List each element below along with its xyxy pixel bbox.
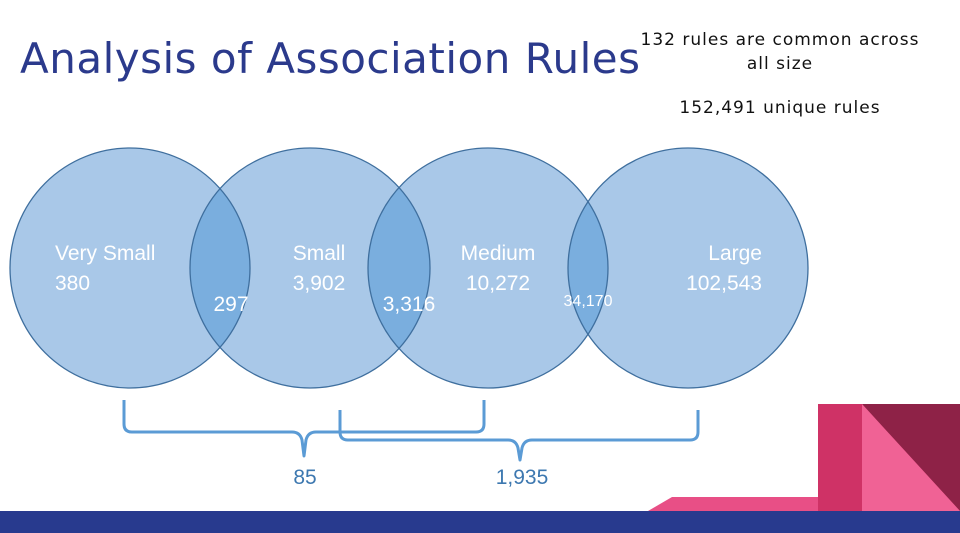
unique-rules-note: 152,491 unique rules bbox=[679, 98, 881, 118]
circle-large bbox=[568, 148, 808, 388]
circle-very-small bbox=[10, 148, 250, 388]
overlap-label-small-medium: 3,316 bbox=[383, 293, 436, 316]
label-medium: Medium bbox=[461, 242, 536, 265]
slide-title: Analysis of Association Rules bbox=[20, 34, 641, 83]
overlap-label-medium-large: 34,170 bbox=[564, 293, 613, 310]
circle-small bbox=[190, 148, 430, 388]
count-small: 3,902 bbox=[293, 272, 346, 295]
brace-label-1935: 1,935 bbox=[496, 466, 549, 489]
circle-medium bbox=[368, 148, 608, 388]
corner-decoration bbox=[648, 404, 960, 511]
common-rules-note: 132 rules are common across all size bbox=[640, 30, 920, 74]
brace-small-to-large bbox=[338, 410, 700, 462]
count-very-small: 380 bbox=[55, 272, 90, 295]
label-large: Large bbox=[708, 242, 762, 265]
count-large: 102,543 bbox=[686, 272, 762, 295]
overlap-label-very-small-small: 297 bbox=[213, 293, 248, 316]
count-medium: 10,272 bbox=[466, 272, 530, 295]
brace-very-small-to-medium bbox=[122, 400, 486, 458]
label-small: Small bbox=[293, 242, 346, 265]
footer-bar bbox=[0, 511, 960, 533]
label-very-small: Very Small bbox=[55, 242, 155, 265]
brace-label-85: 85 bbox=[293, 466, 316, 489]
